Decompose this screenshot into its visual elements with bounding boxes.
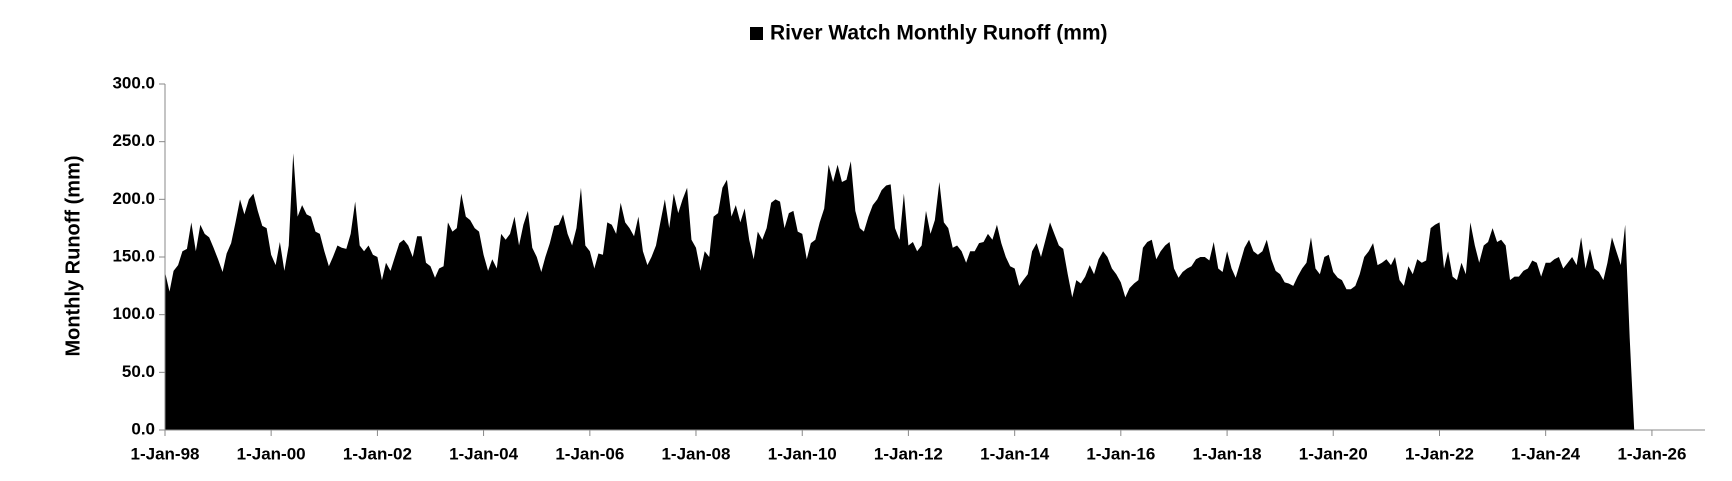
y-tick-label: 50.0 <box>122 362 155 381</box>
x-tick-label: 1-Jan-24 <box>1511 444 1581 463</box>
legend-swatch <box>750 27 763 40</box>
x-tick-label: 1-Jan-14 <box>980 444 1050 463</box>
x-tick-label: 1-Jan-00 <box>237 444 306 463</box>
x-tick-label: 1-Jan-06 <box>555 444 624 463</box>
x-tick-label: 1-Jan-98 <box>131 444 200 463</box>
x-tick-label: 1-Jan-22 <box>1405 444 1474 463</box>
x-tick-label: 1-Jan-10 <box>768 444 837 463</box>
y-tick-label: 150.0 <box>112 246 155 265</box>
x-tick-label: 1-Jan-26 <box>1617 444 1686 463</box>
x-tick-label: 1-Jan-12 <box>874 444 943 463</box>
area <box>165 153 1635 430</box>
x-tick-label: 1-Jan-02 <box>343 444 412 463</box>
y-tick-label: 250.0 <box>112 131 155 150</box>
x-tick-label: 1-Jan-08 <box>661 444 730 463</box>
x-tick-label: 1-Jan-20 <box>1299 444 1368 463</box>
x-tick-label: 1-Jan-16 <box>1086 444 1155 463</box>
y-tick-label: 100.0 <box>112 304 155 323</box>
y-tick-label: 0.0 <box>131 419 155 438</box>
legend-label: River Watch Monthly Runoff (mm) <box>770 22 1108 45</box>
x-tick-label: 1-Jan-04 <box>449 444 519 463</box>
y-tick-label: 200.0 <box>112 189 155 208</box>
x-tick-label: 1-Jan-18 <box>1193 444 1262 463</box>
y-axis-label: Monthly Runoff (mm) <box>62 155 84 356</box>
y-tick-label: 300.0 <box>112 73 155 92</box>
